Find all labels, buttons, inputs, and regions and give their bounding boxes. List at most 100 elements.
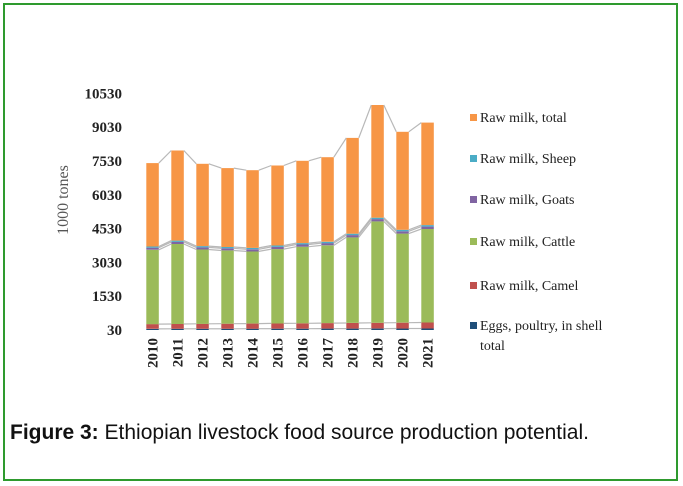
bar-segment [196,328,209,330]
series-connector-line [333,234,347,244]
series-connector-line [283,243,297,248]
series-connector-line [358,217,372,235]
bar-segment [296,328,309,330]
series-connector-line [233,249,247,252]
bar-segment [221,247,234,249]
bar-segment [196,247,209,250]
bar-segment [221,323,234,329]
series-connector-line [233,246,247,249]
series-connector-line [183,243,197,251]
legend-label: Eggs, poultry, in shell [480,319,602,334]
y-tick-label: 10530 [85,86,123,102]
series-connector-line [358,104,372,139]
series-connector-line [333,137,347,158]
bar-segment [421,225,434,227]
bar-segment [371,219,384,222]
bar-segment [296,323,309,329]
series-connector-line [358,218,372,236]
bar-segment [371,217,384,220]
bar-segment [371,328,384,330]
legend-swatch [470,114,477,121]
y-tick-label: 1530 [92,289,122,305]
y-axis-label: 1000 tones [55,165,72,235]
series-connector-line [258,244,272,249]
bar-segment [421,122,434,226]
series-connector-line [208,246,222,249]
bar-segment [296,244,309,247]
series-connector-line [383,217,397,231]
bar-segment [321,241,334,244]
legend-swatch [470,155,477,162]
series-connector-line [158,243,172,251]
legend-swatch [470,282,477,289]
bar-segment [246,249,259,252]
bar-segment [246,247,259,250]
bar-segment [271,245,284,247]
series-connector-line [158,150,172,164]
bar-segment [246,323,259,329]
x-tick-label: 2019 [371,338,387,368]
y-tick-label: 3030 [92,255,122,271]
series-connector-line [183,150,197,165]
y-tick-label: 6030 [92,188,122,204]
bar-segment [396,229,409,232]
bar-segment [271,249,284,324]
y-tick-label: 30 [107,323,122,339]
bar-segment [196,246,209,248]
series-connector-line [208,245,222,248]
bar-segment [421,229,434,323]
series-connector-line [333,236,347,246]
series-connector-line [408,224,422,231]
legend-swatch [470,322,477,329]
bar-segment [296,160,309,244]
bar-segment [346,237,359,323]
series-connector-line [333,233,347,243]
caption-text: Ethiopian livestock food source producti… [98,421,589,444]
bar-segment [371,322,384,329]
bar-segment [271,328,284,330]
bar-segment [246,170,259,248]
bar-segment [271,323,284,329]
bar-segment [346,328,359,330]
series-connector-line [258,164,272,171]
bar-segment [171,324,184,329]
stacked-bar-chart: 30 1530 3030 4530 6030 7530 9030 10530 2010 2011… [55,86,602,369]
bar-segment [321,157,334,242]
legend-label: Raw milk, Cattle [480,235,575,250]
series-connector-line [258,246,272,250]
bar-segment [246,328,259,330]
bar-segment [421,328,434,330]
series-connector-line [308,242,322,246]
bar-segment [396,322,409,329]
x-tick-label: 2016 [296,338,312,369]
bar-segment [171,328,184,330]
bar-segment [396,131,409,230]
bar-segment [221,248,234,251]
y-tick-label: 7530 [92,154,122,170]
series-connector-line [283,242,297,247]
bar-segment [371,221,384,323]
bar-segment [296,243,309,245]
x-tick-label: 2020 [396,338,412,368]
series-connector-line [408,226,422,232]
series-connector-line [158,240,172,248]
x-tick-label: 2012 [196,338,212,368]
series-connector-line [208,163,222,169]
legend-swatch [470,196,477,203]
caption-label: Figure 3: [10,421,99,444]
bar-segment [271,246,284,250]
series-connector-line [308,156,322,162]
legend: Raw milk, total Raw milk, Sheep Raw milk, … [470,111,602,354]
bar-segment [196,163,209,247]
bar-segment [246,251,259,324]
series-connector-line [408,122,422,133]
bar-segment [321,245,334,324]
series-connector-line [283,246,297,250]
series-connector-line [358,221,372,238]
bar-segment [196,323,209,329]
series-connector-line [233,167,247,171]
bar-segment [196,249,209,324]
y-tick-label: 4530 [92,222,122,238]
bar-segment [346,235,359,238]
legend-label-continued: total [480,339,505,354]
